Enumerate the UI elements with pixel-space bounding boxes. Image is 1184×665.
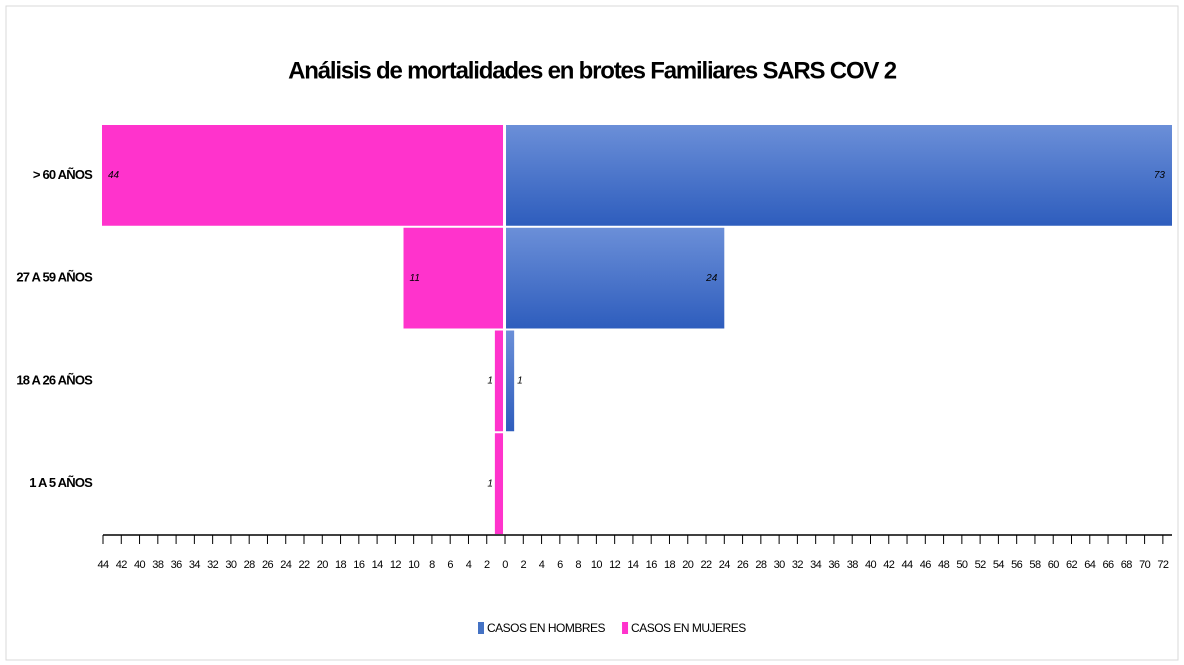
bar <box>506 330 515 432</box>
x-tick-label: 68 <box>1121 559 1133 571</box>
legend-label: CASOS EN HOMBRES <box>487 621 606 635</box>
value-label: 1 <box>487 376 493 387</box>
x-tick-label: 10 <box>591 559 603 571</box>
x-tick-label: 66 <box>1103 559 1115 571</box>
x-tick-label: 58 <box>1029 559 1041 571</box>
bar <box>494 330 504 432</box>
value-label: 1 <box>487 478 493 489</box>
x-tick-label: 54 <box>993 559 1005 571</box>
x-tick-label: 46 <box>920 559 932 571</box>
x-tick-label: 56 <box>1011 559 1023 571</box>
x-tick-label: 18 <box>335 559 347 571</box>
x-tick-label: 20 <box>682 559 694 571</box>
x-tick-label: 18 <box>664 559 676 571</box>
x-tick-label: 64 <box>1084 559 1096 571</box>
x-tick-label: 10 <box>408 559 420 571</box>
category-label: 27 A 59 AÑOS <box>16 270 93 285</box>
x-tick-label: 32 <box>207 559 219 571</box>
x-tick-label: 20 <box>317 559 329 571</box>
category-label: > 60 AÑOS <box>33 167 93 182</box>
bar <box>494 433 504 534</box>
bar <box>506 227 725 329</box>
value-label: 1 <box>517 376 523 387</box>
x-tick-label: 16 <box>646 559 658 571</box>
x-tick-label: 0 <box>502 559 508 571</box>
x-tick-label: 52 <box>975 559 987 571</box>
x-tick-label: 36 <box>171 559 183 571</box>
x-tick-label: 48 <box>938 559 950 571</box>
x-tick-label: 34 <box>189 559 201 571</box>
x-tick-label: 22 <box>298 559 310 571</box>
legend-label: CASOS EN MUJERES <box>631 621 746 635</box>
x-tick-label: 12 <box>609 559 621 571</box>
chart-frame <box>5 5 1179 661</box>
x-tick-label: 30 <box>225 559 237 571</box>
x-tick-label: 4 <box>466 559 472 571</box>
x-tick-label: 8 <box>575 559 581 571</box>
value-label: 44 <box>108 170 120 181</box>
x-tick-label: 28 <box>755 559 767 571</box>
bar <box>506 125 1172 226</box>
x-tick-label: 2 <box>484 559 490 571</box>
x-tick-label: 2 <box>521 559 527 571</box>
x-tick-label: 30 <box>774 559 786 571</box>
x-tick-label: 36 <box>828 559 840 571</box>
x-tick-label: 6 <box>447 559 453 571</box>
x-tick-label: 34 <box>810 559 822 571</box>
x-tick-label: 16 <box>353 559 365 571</box>
category-label: 1 A 5 AÑOS <box>29 475 93 490</box>
x-tick-label: 50 <box>956 559 968 571</box>
x-tick-label: 44 <box>902 559 914 571</box>
chart-title: Análisis de mortalidades en brotes Famil… <box>288 57 897 84</box>
x-tick-label: 62 <box>1066 559 1078 571</box>
x-tick-label: 8 <box>429 559 435 571</box>
value-label: 24 <box>705 273 718 284</box>
x-tick-label: 38 <box>847 559 859 571</box>
x-tick-label: 26 <box>737 559 749 571</box>
x-tick-label: 28 <box>244 559 256 571</box>
x-tick-label: 26 <box>262 559 274 571</box>
x-tick-label: 60 <box>1048 559 1060 571</box>
x-tick-label: 22 <box>701 559 713 571</box>
x-tick-label: 44 <box>97 559 109 571</box>
x-tick-label: 38 <box>152 559 164 571</box>
x-tick-label: 12 <box>390 559 402 571</box>
x-tick-label: 6 <box>557 559 563 571</box>
x-tick-label: 42 <box>116 559 128 571</box>
bar <box>102 125 504 226</box>
category-label: 18 A 26 AÑOS <box>16 372 93 387</box>
value-label: 11 <box>410 273 420 284</box>
x-tick-label: 24 <box>719 559 731 571</box>
x-tick-label: 72 <box>1157 559 1169 571</box>
x-tick-label: 4 <box>539 559 545 571</box>
legend-swatch <box>478 622 484 634</box>
x-tick-label: 14 <box>372 559 384 571</box>
x-tick-label: 70 <box>1139 559 1151 571</box>
x-tick-label: 24 <box>280 559 292 571</box>
legend-swatch <box>622 622 629 634</box>
x-tick-label: 14 <box>627 559 639 571</box>
x-tick-label: 32 <box>792 559 804 571</box>
x-tick-label: 40 <box>134 559 146 571</box>
x-tick-label: 42 <box>883 559 895 571</box>
bar <box>403 227 504 329</box>
value-label: 73 <box>1154 170 1166 181</box>
x-tick-label: 40 <box>865 559 877 571</box>
